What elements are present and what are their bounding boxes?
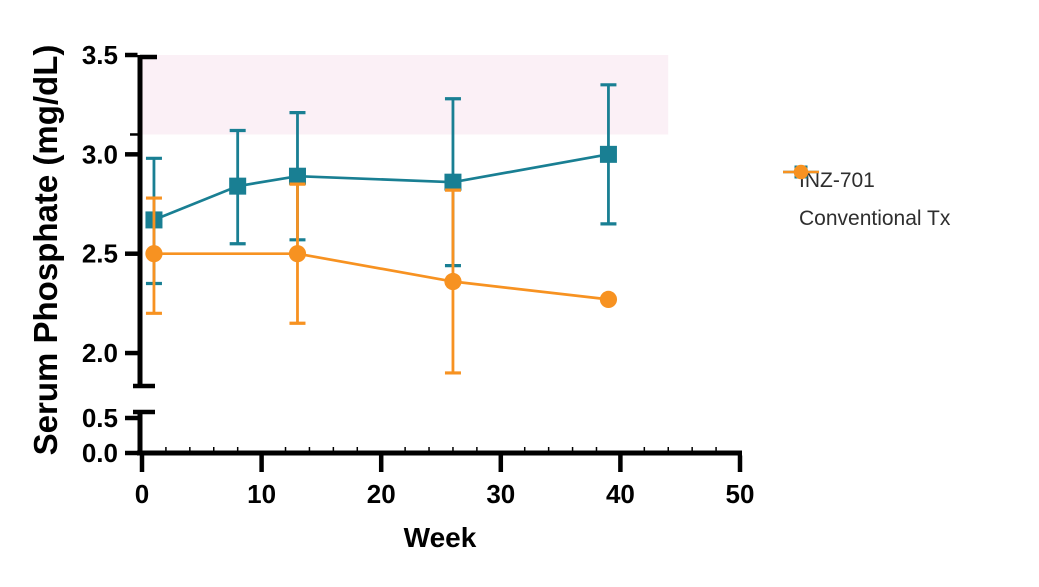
legend-item-conventional-tx: Conventional Tx	[783, 164, 951, 238]
data-point-square	[288, 167, 306, 185]
x-axis-title: Week	[403, 522, 477, 553]
legend-label: INZ-701	[799, 169, 875, 192]
data-point-circle	[288, 245, 307, 263]
legend: INZ-701 Conventional Tx	[783, 162, 950, 238]
data-point-square	[599, 145, 617, 163]
series-line-INZ-701	[153, 153, 609, 222]
x-tick-label: 20	[367, 479, 396, 509]
data-point-circle	[145, 245, 163, 263]
y-axis-title: Serum Phosphate (mg/dL)	[27, 44, 64, 456]
data-point-square	[444, 173, 462, 191]
legend-label: Conventional Tx	[799, 207, 951, 230]
series-line-Conventional Tx	[153, 252, 609, 301]
y-tick-label: 0.5	[82, 403, 118, 433]
y-tick-label: 3.0	[82, 139, 118, 169]
data-point-square	[229, 177, 247, 195]
x-tick-label: 50	[726, 479, 755, 509]
data-point-circle	[444, 272, 462, 291]
y-tick-label: 2.5	[82, 239, 118, 269]
data-point-circle	[599, 290, 618, 309]
y-tick-label: 0.0	[82, 438, 118, 468]
x-tick-label: 30	[486, 479, 515, 509]
y-tick-label: 2.0	[82, 338, 118, 368]
x-tick-label: 40	[606, 479, 635, 509]
legend-circle-marker-icon	[783, 164, 819, 180]
reference-band	[142, 55, 669, 135]
x-tick-label: 0	[135, 479, 149, 509]
x-tick-label: 10	[247, 479, 276, 509]
y-tick-label: 3.5	[82, 40, 118, 70]
